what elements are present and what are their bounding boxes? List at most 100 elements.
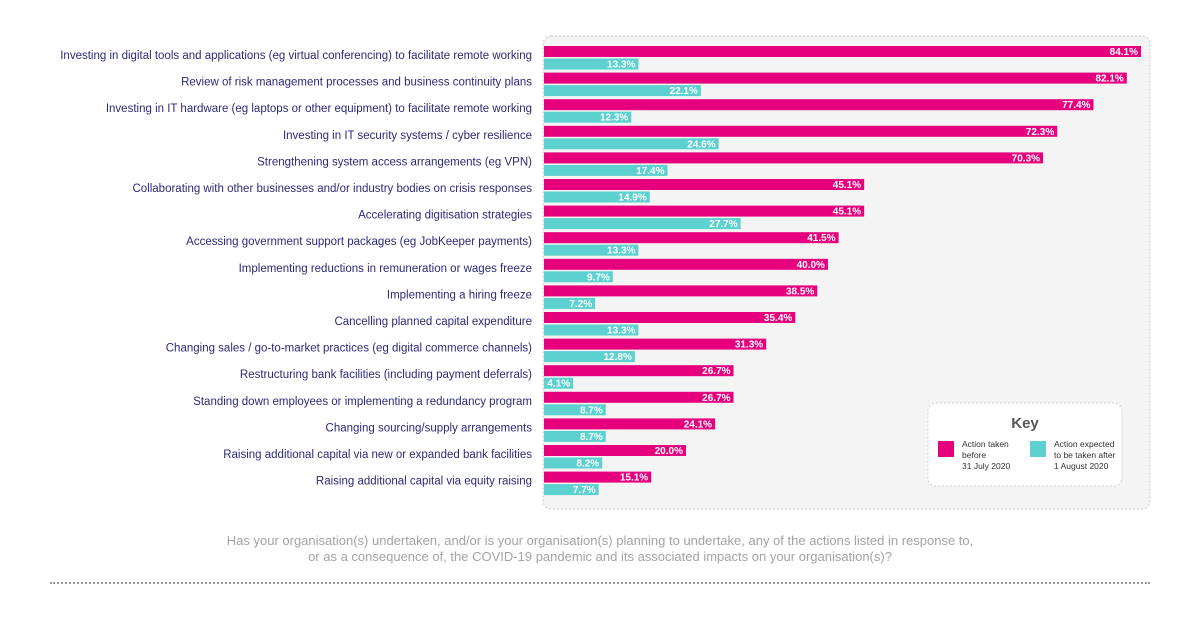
data-label: 13.3% — [607, 326, 635, 337]
category-label: Implementing reductions in remuneration … — [239, 263, 532, 275]
data-label: 17.4% — [636, 166, 664, 177]
category-label: Raising additional capital via equity ra… — [316, 476, 532, 488]
legend-label: before — [962, 450, 986, 460]
data-label: 77.4% — [1062, 100, 1090, 111]
data-label: 27.7% — [709, 219, 737, 230]
data-label: 4.1% — [547, 379, 570, 390]
data-label: 8.7% — [580, 432, 603, 443]
bar-before-july — [544, 46, 1141, 57]
legend-swatch — [938, 441, 954, 457]
dotted-divider — [50, 582, 1150, 584]
bar-before-july — [544, 391, 734, 403]
bar-after-august — [544, 404, 606, 416]
category-label: Collaborating with other businesses and/… — [132, 183, 532, 195]
bar-before-july — [544, 365, 734, 377]
data-label: 8.7% — [580, 405, 603, 416]
legend-box — [927, 402, 1123, 487]
category-label: Review of risk management processes and … — [181, 77, 532, 89]
data-label: 70.3% — [1012, 153, 1040, 164]
legend-label: Action expected — [1054, 439, 1115, 449]
category-labels: Investing in digital tools and applicati… — [60, 50, 532, 488]
category-label: Changing sourcing/supply arrangements — [326, 422, 533, 434]
data-label: 82.1% — [1095, 74, 1123, 85]
data-label: 15.1% — [620, 473, 648, 484]
bar-after-august — [544, 351, 635, 363]
bar-before-july — [544, 99, 1094, 111]
data-label: 38.5% — [786, 286, 814, 297]
data-label: 35.4% — [764, 313, 792, 324]
bar-before-july — [544, 471, 652, 483]
bar-after-august — [544, 244, 639, 256]
data-label: 14.9% — [618, 193, 646, 204]
category-label: Investing in IT security systems / cyber… — [283, 130, 532, 142]
data-label: 24.1% — [684, 419, 712, 430]
bar-after-august — [544, 138, 719, 150]
bar-before-july — [544, 312, 796, 323]
category-label: Accelerating digitisation strategies — [358, 210, 532, 222]
bar-before-july — [544, 125, 1058, 137]
data-label: 26.7% — [702, 393, 730, 404]
bar-after-august — [544, 377, 574, 389]
bar-before-july — [544, 72, 1127, 84]
bar-before-july — [544, 285, 818, 297]
bar-after-august — [544, 457, 603, 469]
bar-after-august — [544, 164, 668, 176]
data-label: 9.7% — [587, 272, 610, 283]
bar-before-july — [544, 445, 686, 456]
category-label: Cancelling planned capital expenditure — [334, 316, 532, 328]
legend-label: 1 August 2020 — [1054, 461, 1109, 471]
bar-before-july — [544, 179, 865, 190]
bar-before-july — [544, 418, 716, 430]
data-label: 8.2% — [576, 459, 599, 470]
bar-after-august — [544, 85, 701, 97]
data-label: 13.3% — [607, 60, 635, 71]
data-label: 84.1% — [1110, 47, 1138, 58]
bar-after-august — [544, 58, 639, 70]
bar-after-august — [544, 430, 606, 442]
bar-before-july — [544, 258, 828, 270]
survey-question-line-1: Has your organisation(s) undertaken, and… — [226, 533, 974, 548]
legend-swatch — [1030, 441, 1046, 457]
bars-layer: 84.1% 13.3% 82.1% 22.1% 77.4% 12.3% 72.3% 24.6%… — [544, 46, 1141, 496]
legend-label: 31 July 2020 — [962, 461, 1010, 471]
legend-title: Key — [1011, 415, 1039, 432]
bar-after-august — [544, 297, 596, 309]
data-label: 45.1% — [833, 180, 861, 191]
bar-after-august — [544, 191, 650, 203]
data-label: 13.3% — [607, 246, 635, 257]
category-label: Strengthening system access arrangements… — [257, 156, 532, 168]
bar-after-august — [544, 111, 632, 123]
category-label: Raising additional capital via new or ex… — [223, 449, 532, 461]
category-label: Restructuring bank facilities (including… — [240, 369, 532, 381]
bar-before-july — [544, 338, 767, 350]
bar-after-august — [544, 484, 599, 496]
bar-after-august — [544, 271, 613, 283]
survey-question: Has your organisation(s) undertaken, and… — [0, 533, 1200, 565]
data-label: 20.0% — [655, 446, 683, 457]
data-label: 41.5% — [807, 233, 835, 244]
bar-before-july — [544, 205, 865, 217]
category-label: Changing sales / go-to-market practices … — [166, 343, 532, 355]
category-label: Standing down employees or implementing … — [193, 396, 532, 408]
legend-label: to be taken after — [1054, 450, 1116, 460]
data-label: 7.2% — [569, 299, 592, 310]
data-label: 7.7% — [573, 485, 596, 496]
bar-before-july — [544, 232, 839, 244]
data-label: 31.3% — [735, 340, 763, 351]
category-label: Investing in digital tools and applicati… — [60, 50, 532, 62]
data-label: 72.3% — [1026, 127, 1054, 138]
category-label: Investing in IT hardware (eg laptops or … — [106, 103, 532, 115]
survey-question-line-2: or as a consequence of, the COVID-19 pan… — [308, 549, 892, 564]
bar-before-july — [544, 152, 1044, 164]
legend-label: Action taken — [962, 439, 1009, 449]
bar-after-august — [544, 324, 639, 336]
data-label: 22.1% — [670, 86, 698, 97]
bar-after-august — [544, 218, 741, 230]
category-label: Accessing government support packages (e… — [186, 236, 532, 248]
data-label: 24.6% — [687, 139, 715, 150]
data-label: 12.3% — [600, 113, 628, 124]
category-label: Implementing a hiring freeze — [387, 289, 532, 301]
